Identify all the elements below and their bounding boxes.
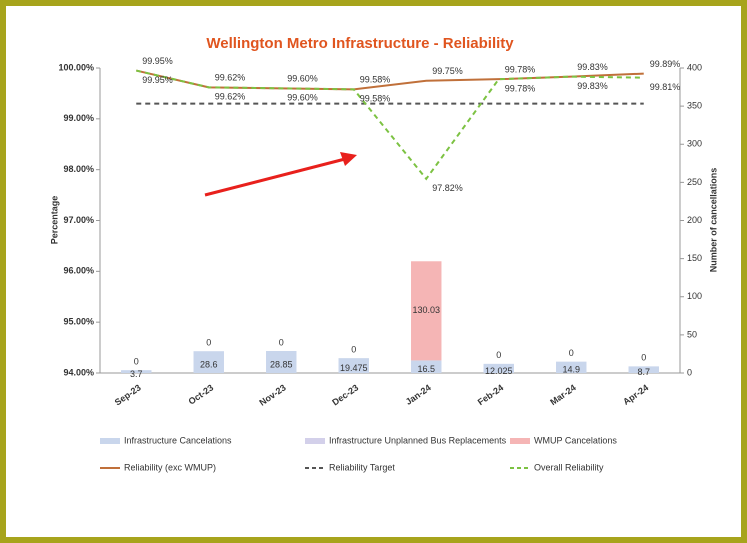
y-tick-label: 94.00%: [63, 367, 94, 377]
line-label: 99.60%: [287, 93, 318, 103]
line-label: 99.89%: [650, 59, 681, 69]
bar-label: 0: [496, 350, 501, 360]
y-tick-label: 96.00%: [63, 266, 94, 276]
line-label: 99.58%: [360, 75, 391, 85]
y2-tick-label: 0: [687, 367, 692, 377]
bar: [556, 361, 587, 373]
bar-label: 16.5: [417, 364, 435, 374]
bar: [628, 366, 659, 373]
legend-label: Infrastructure Unplanned Bus Replacement…: [329, 435, 507, 445]
bar-label: 28.6: [200, 359, 218, 369]
bar-label: 14.9: [562, 365, 580, 375]
bar: [266, 351, 297, 373]
arrow-head: [340, 152, 357, 166]
bar: [411, 261, 442, 361]
bar-label: 0: [351, 345, 356, 355]
bar: [338, 358, 369, 373]
y2-tick-label: 250: [687, 177, 702, 187]
bar-label: 0: [134, 357, 139, 367]
legend-label: Overall Reliability: [534, 462, 604, 472]
y-axis-title: Percentage: [49, 196, 59, 245]
legend-label: Infrastructure Cancelations: [124, 435, 232, 445]
bar-label: 19.475: [340, 363, 368, 373]
bar-label: 0: [279, 337, 284, 347]
y2-tick-label: 150: [687, 253, 702, 263]
line-label: 99.75%: [432, 66, 463, 76]
bar-label: 0: [206, 338, 211, 348]
line-label: 99.58%: [360, 94, 391, 104]
bar-label: 3.7: [130, 369, 143, 379]
bar: [121, 370, 152, 373]
legend-label: WMUP Cancelations: [534, 435, 617, 445]
legend-swatch: [305, 438, 325, 444]
y2-tick-label: 400: [687, 62, 702, 72]
bar: [193, 351, 224, 373]
line-label: 99.95%: [142, 56, 173, 66]
bar-label: 130.03: [412, 305, 440, 315]
bar: [411, 360, 442, 373]
line-label: 99.95%: [142, 75, 173, 85]
y-tick-label: 100.00%: [58, 62, 94, 72]
y2-axis-title: Number of cancellations: [708, 168, 718, 273]
bar-label: 0: [641, 353, 646, 363]
line-label: 99.78%: [505, 84, 536, 94]
line-label: 99.78%: [505, 65, 536, 75]
line-label: 99.83%: [577, 62, 608, 72]
y2-tick-label: 200: [687, 215, 702, 225]
bar-label: 0: [569, 348, 574, 358]
bar-label: 28.85: [270, 359, 293, 369]
y-tick-label: 97.00%: [63, 215, 94, 225]
bar-label: 12.025: [485, 366, 513, 376]
legend-swatch: [510, 438, 530, 444]
bar-label: 8.7: [637, 367, 650, 377]
line-label: 97.82%: [432, 183, 463, 193]
y2-tick-label: 350: [687, 101, 702, 111]
legend-swatch: [100, 438, 120, 444]
bar: [483, 363, 514, 373]
line-label: 99.83%: [577, 81, 608, 91]
legend-label: Reliability (exc WMUP): [124, 462, 216, 472]
line: [136, 69, 644, 91]
legend-label: Reliability Target: [329, 462, 395, 472]
line-label: 99.60%: [287, 74, 318, 84]
y2-tick-label: 50: [687, 329, 697, 339]
line-label: 99.81%: [650, 82, 681, 92]
y-tick-label: 98.00%: [63, 164, 94, 174]
line-label: 99.62%: [215, 73, 246, 83]
y-tick-label: 99.00%: [63, 113, 94, 123]
y2-tick-label: 300: [687, 139, 702, 149]
chart-title: Wellington Metro Infrastructure - Reliab…: [206, 35, 514, 52]
line-label: 99.62%: [215, 92, 246, 102]
y2-tick-label: 100: [687, 291, 702, 301]
arrow-line: [204, 157, 346, 197]
y-tick-label: 95.00%: [63, 317, 94, 327]
